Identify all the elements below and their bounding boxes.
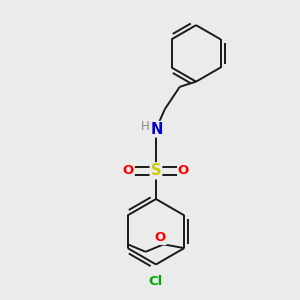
Text: S: S <box>151 163 161 178</box>
Text: O: O <box>178 164 189 177</box>
Text: Cl: Cl <box>149 275 163 288</box>
Text: N: N <box>151 122 163 137</box>
Text: O: O <box>123 164 134 177</box>
Text: H: H <box>141 120 150 133</box>
Text: O: O <box>155 231 166 244</box>
